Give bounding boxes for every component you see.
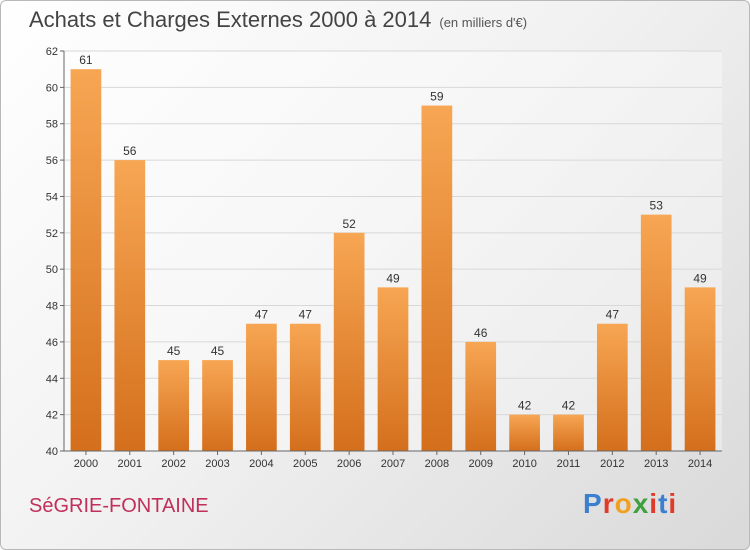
data-label-2007: 49 bbox=[386, 271, 400, 285]
bars bbox=[70, 69, 716, 451]
proxiti-logo[interactable]: Proxiti bbox=[583, 488, 677, 520]
chart-title-text: Achats et Charges Externes 2000 à 2014 bbox=[29, 7, 432, 32]
x-tick-label-2000: 2000 bbox=[74, 458, 98, 470]
chart-subtitle: (en milliers d'€) bbox=[439, 15, 528, 30]
data-label-2001: 56 bbox=[123, 144, 137, 158]
logo-letter: i bbox=[649, 488, 659, 519]
bar-2007 bbox=[377, 287, 409, 451]
y-tick-label-54: 54 bbox=[46, 191, 58, 203]
y-tick-label-44: 44 bbox=[46, 373, 58, 385]
y-tick-label-62: 62 bbox=[46, 46, 58, 58]
y-tick-label-46: 46 bbox=[46, 337, 58, 349]
y-tick-label-50: 50 bbox=[46, 264, 58, 276]
x-tick-label-2009: 2009 bbox=[468, 458, 492, 470]
y-tick-label-56: 56 bbox=[46, 155, 58, 167]
bar-2010 bbox=[509, 414, 540, 451]
data-label-2000: 61 bbox=[79, 53, 93, 67]
logo-letter: o bbox=[614, 488, 633, 519]
x-tick-label-2002: 2002 bbox=[161, 458, 185, 470]
bar-2012 bbox=[596, 323, 628, 451]
data-label-2012: 47 bbox=[606, 308, 620, 322]
x-tick-label-2011: 2011 bbox=[557, 458, 581, 470]
y-tick-label-58: 58 bbox=[46, 119, 58, 131]
bar-2011 bbox=[553, 414, 584, 451]
data-label-2002: 45 bbox=[167, 344, 181, 358]
data-label-2013: 53 bbox=[650, 199, 664, 213]
data-label-2011: 42 bbox=[562, 399, 576, 413]
data-label-2005: 47 bbox=[299, 308, 313, 322]
y-tick-label-48: 48 bbox=[46, 301, 58, 313]
data-label-2004: 47 bbox=[255, 308, 269, 322]
data-label-2003: 45 bbox=[211, 344, 225, 358]
bar-2014 bbox=[684, 287, 716, 451]
logo-letter: t bbox=[658, 488, 669, 519]
data-label-2006: 52 bbox=[342, 217, 356, 231]
bar-2008 bbox=[421, 105, 453, 451]
bar-2002 bbox=[158, 360, 190, 451]
x-tick-label-2003: 2003 bbox=[205, 458, 229, 470]
logo-letter: P bbox=[583, 488, 603, 519]
bar-2001 bbox=[114, 160, 146, 451]
y-tick-label-40: 40 bbox=[46, 446, 58, 458]
x-tick-label-2005: 2005 bbox=[293, 458, 317, 470]
town-name: SéGRIE-FONTAINE bbox=[29, 495, 209, 517]
bar-2005 bbox=[289, 323, 321, 451]
logo-letter: x bbox=[632, 488, 650, 519]
x-tick-label-2013: 2013 bbox=[644, 458, 668, 470]
logo-letter: r bbox=[602, 488, 615, 519]
x-tick-label-2010: 2010 bbox=[512, 458, 536, 470]
bar-2013 bbox=[640, 214, 672, 451]
bar-2006 bbox=[333, 232, 365, 451]
logo-letter: i bbox=[668, 488, 678, 519]
bar-2000 bbox=[70, 69, 102, 451]
bar-2009 bbox=[465, 341, 497, 451]
x-tick-label-2007: 2007 bbox=[381, 458, 405, 470]
chart-title: Achats et Charges Externes 2000 à 2014 (e… bbox=[29, 7, 527, 33]
y-tick-label-42: 42 bbox=[46, 410, 58, 422]
axes: 40 42 44 46 48 50 52 54 56 58 60 62 2000 2001 2002 2003… bbox=[46, 46, 722, 470]
x-tick-label-2012: 2012 bbox=[600, 458, 624, 470]
x-tick-label-2014: 2014 bbox=[688, 458, 712, 470]
x-tick-label-2006: 2006 bbox=[337, 458, 361, 470]
labels: 61 56 45 45 47 47 52 49 59 46 42 42 47 53 49 bbox=[79, 53, 707, 412]
bar-2003 bbox=[202, 360, 233, 451]
data-label-2009: 46 bbox=[474, 326, 488, 340]
bar-2004 bbox=[246, 323, 277, 451]
y-tick-label-60: 60 bbox=[46, 82, 58, 94]
x-tick-label-2001: 2001 bbox=[118, 458, 142, 470]
y-tick-label-52: 52 bbox=[46, 228, 58, 240]
data-label-2014: 49 bbox=[693, 271, 707, 285]
data-label-2010: 42 bbox=[518, 399, 532, 413]
x-tick-label-2008: 2008 bbox=[425, 458, 449, 470]
data-label-2008: 59 bbox=[430, 90, 444, 104]
x-tick-label-2004: 2004 bbox=[249, 458, 273, 470]
